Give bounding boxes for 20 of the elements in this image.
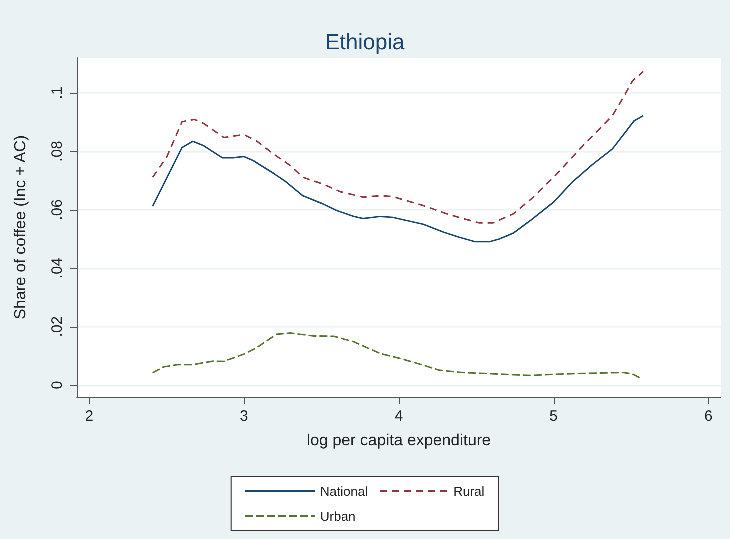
legend-label: Rural	[454, 484, 485, 499]
line-series	[152, 332, 642, 380]
legend-label: National	[320, 484, 368, 499]
x-tick-label: 4	[394, 408, 404, 425]
x-tick-label: 2	[85, 408, 94, 425]
x-tick-label: 5	[550, 408, 558, 425]
line-series	[152, 115, 644, 243]
y-tick-label: .08	[49, 141, 66, 162]
y-tick-label: 0	[49, 381, 66, 390]
y-axis-title: Share of coffee (Inc + AC)	[12, 135, 30, 320]
x-tick-label: 3	[240, 408, 248, 425]
legend-label: Urban	[320, 509, 356, 524]
y-tick-label: .06	[49, 200, 66, 220]
chart-title: Ethiopia	[325, 30, 406, 54]
x-tick-label: 6	[704, 408, 713, 425]
y-tick-label: .02	[49, 316, 66, 338]
line-series	[152, 70, 644, 224]
y-tick-label: .04	[49, 258, 66, 279]
y-tick-label: .1	[49, 86, 66, 100]
x-axis-title: log per capita expenditure	[306, 432, 492, 450]
